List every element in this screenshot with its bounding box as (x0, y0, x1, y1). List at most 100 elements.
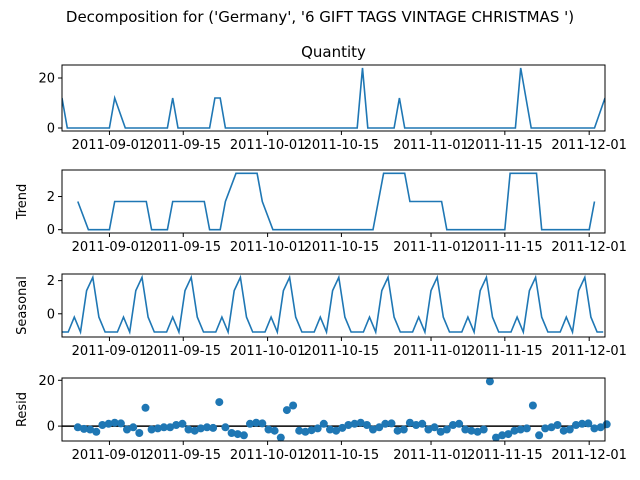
resid-point (369, 425, 377, 434)
resid-point (264, 425, 273, 434)
resid-point (295, 426, 304, 435)
resid-point (190, 426, 199, 435)
resid-point (516, 425, 525, 434)
resid-point (479, 425, 488, 434)
resid-point (80, 424, 88, 433)
resid-point (436, 427, 445, 436)
resid-point (510, 426, 519, 435)
resid-point (485, 377, 494, 386)
resid-point (301, 427, 310, 436)
y-tick-label: 2 (47, 274, 55, 289)
x-tick-label: 2011-09-01 (72, 138, 148, 153)
axes-frame (61, 169, 606, 234)
resid-point (282, 406, 291, 415)
x-tick-label: 2011-12-01 (551, 138, 627, 153)
resid-point (159, 423, 168, 432)
axes-frame (61, 377, 606, 442)
x-tick-label: 2011-11-15 (467, 448, 543, 463)
resid-point (313, 424, 322, 433)
resid-point (498, 431, 507, 440)
resid-point (504, 430, 513, 439)
panel-title: Quantity (301, 43, 366, 61)
resid-point (541, 424, 550, 433)
resid-point (129, 423, 138, 432)
x-tick-label: 2011-10-01 (230, 138, 306, 153)
resid-point (405, 418, 414, 427)
x-tick-label: 2011-09-15 (145, 344, 221, 359)
x-tick-label: 2011-10-15 (304, 138, 380, 153)
resid-point (92, 427, 101, 436)
resid-point (116, 419, 125, 428)
resid-point (455, 419, 464, 428)
series-line (62, 274, 604, 335)
resid-point (73, 423, 82, 432)
resid-point (233, 430, 242, 439)
resid-point (387, 419, 396, 428)
resid-point (338, 423, 347, 432)
figure-suptitle: Decomposition for ('Germany', '6 GIFT TA… (66, 8, 574, 26)
x-tick-label: 2011-10-15 (304, 448, 380, 463)
y-tick-label: 0 (47, 420, 55, 435)
x-tick-label: 2011-11-01 (393, 448, 469, 463)
y-tick-label: 2 (47, 190, 55, 205)
resid-point (393, 426, 402, 435)
x-tick-label: 2011-09-15 (145, 240, 221, 255)
resid-point (547, 423, 556, 432)
x-tick-label: 2011-11-01 (393, 138, 469, 153)
resid-point (196, 424, 205, 433)
resid-point (350, 419, 359, 428)
resid-point (252, 418, 261, 427)
x-tick-label: 2011-10-01 (230, 344, 306, 359)
axes-frame (61, 64, 606, 132)
resid-point (399, 425, 408, 434)
x-tick-label: 2011-11-15 (467, 240, 543, 255)
series-line (62, 67, 605, 129)
resid-point (246, 419, 254, 428)
resid-point (467, 426, 476, 435)
resid-point (123, 425, 131, 434)
x-tick-label: 2011-10-15 (304, 344, 380, 359)
resid-point (307, 426, 316, 435)
x-tick-label: 2011-09-01 (72, 240, 148, 255)
y-axis-label: Resid (15, 392, 30, 427)
resid-point (209, 423, 218, 432)
x-tick-label: 2011-10-15 (304, 240, 380, 255)
resid-point (135, 429, 144, 437)
y-tick-label: 20 (38, 72, 55, 87)
resid-point (332, 426, 341, 435)
y-axis-label: Trend (15, 184, 30, 221)
resid-point (522, 424, 531, 433)
resid-point (86, 425, 95, 434)
resid-point (461, 425, 470, 434)
resid-point (239, 431, 248, 440)
resid-point (362, 421, 371, 429)
resid-point (221, 423, 230, 432)
resid-point (492, 433, 500, 442)
resid-point (596, 423, 605, 432)
x-tick-label: 2011-11-01 (393, 240, 469, 255)
resid-point (381, 419, 390, 428)
resid-point (289, 401, 298, 410)
resid-point (535, 431, 544, 440)
resid-point (147, 425, 156, 434)
y-tick-label: 0 (47, 122, 55, 137)
resid-point (602, 420, 611, 429)
resid-point (184, 425, 193, 434)
resid-point (375, 423, 384, 432)
resid-point (442, 425, 451, 434)
x-tick-label: 2011-11-15 (467, 138, 543, 153)
resid-point (412, 421, 421, 429)
y-tick-label: 0 (47, 307, 55, 322)
resid-point (418, 419, 427, 428)
resid-point (424, 425, 433, 434)
resid-point (110, 418, 119, 427)
resid-point (356, 418, 365, 427)
resid-point (326, 425, 334, 434)
x-tick-label: 2011-09-15 (145, 138, 221, 153)
x-tick-label: 2011-11-15 (467, 344, 543, 359)
resid-point (553, 421, 562, 429)
